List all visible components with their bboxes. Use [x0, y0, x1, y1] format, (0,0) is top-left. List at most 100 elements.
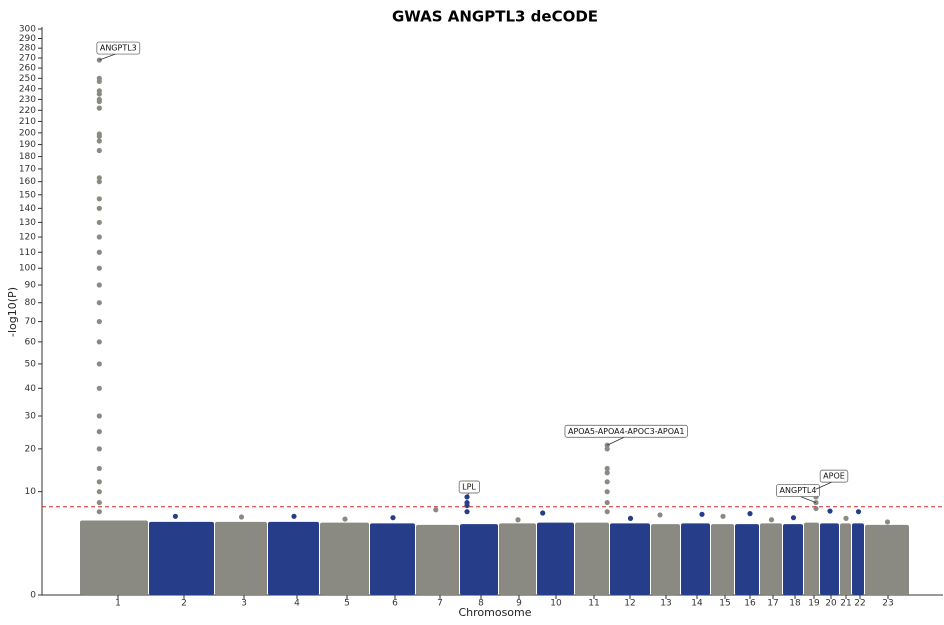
y-tick-label: 80	[25, 298, 37, 308]
bulk-points	[651, 524, 680, 595]
y-tick-label: 40	[25, 384, 37, 394]
y-tick-label: 250	[19, 74, 36, 84]
snp-point	[604, 499, 610, 506]
x-tick-label: 15	[719, 599, 730, 609]
bulk-points	[460, 524, 498, 595]
x-tick-label: 16	[744, 599, 756, 609]
annotation-label: APOA5-APOA4-APOC3-APOA1	[568, 427, 684, 436]
y-tick-label: 50	[25, 359, 37, 369]
bulk-points	[416, 524, 459, 595]
y-tick-label: 300	[19, 25, 36, 35]
x-tick-label: 23	[882, 599, 893, 609]
y-tick-label: 200	[19, 128, 36, 138]
annotation-box	[819, 469, 849, 483]
snp-point	[96, 249, 102, 255]
y-tick-label: 130	[19, 218, 36, 228]
snp-point	[827, 508, 833, 514]
bulk-points	[499, 523, 536, 595]
snp-point	[96, 385, 102, 391]
snp-point	[604, 465, 610, 472]
x-tick-label: 14	[691, 599, 703, 609]
x-tick-label: 13	[660, 599, 671, 609]
snp-point	[747, 511, 753, 517]
annotation-label: ANGPTL3	[100, 44, 137, 53]
annotation: ANGPTL3	[96, 41, 141, 55]
snp-point	[96, 78, 102, 85]
snp-point	[604, 446, 610, 452]
y-axis-label: -log10(P)	[6, 287, 19, 337]
snp-point	[96, 509, 102, 515]
y-tick-label: 270	[19, 54, 36, 64]
x-tick-label: 2	[181, 599, 187, 609]
bulk-points	[681, 523, 710, 595]
y-tick-label: 280	[19, 44, 36, 54]
snp-point	[96, 318, 102, 325]
snp-point	[813, 505, 819, 512]
bulk-points	[610, 523, 650, 595]
y-tick-label: 210	[19, 117, 36, 127]
y-tick-label: 240	[19, 84, 36, 94]
x-tick-label: 6	[392, 599, 398, 609]
snp-point	[291, 513, 297, 519]
bulk-points	[711, 524, 734, 595]
snp-point	[96, 91, 102, 97]
y-tick-label: 100	[19, 264, 36, 274]
bulk-points	[852, 523, 864, 595]
x-tick-label: 17	[767, 599, 778, 609]
x-tick-label: 9	[516, 599, 522, 609]
snp-point	[96, 57, 102, 63]
snp-point	[96, 300, 102, 306]
annotation-label: APOE	[823, 472, 845, 481]
x-tick-label: 3	[241, 599, 247, 609]
snp-point	[790, 515, 797, 521]
snp-point	[627, 515, 634, 521]
x-tick-label: 19	[808, 599, 820, 609]
y-tick-label: 90	[25, 280, 37, 290]
snp-point	[464, 502, 470, 509]
snp-point	[699, 511, 705, 517]
snp-point	[96, 98, 102, 105]
snp-point	[96, 179, 102, 185]
snp-point	[96, 429, 102, 435]
bulk-points	[80, 520, 148, 595]
chart-title: GWAS ANGPTL3 deCODE	[392, 8, 598, 26]
snp-point	[96, 205, 102, 211]
y-tick-label: 0	[30, 591, 36, 601]
y-tick-label: 30	[25, 412, 37, 422]
x-tick-label: 21	[840, 599, 851, 609]
bulk-points	[575, 522, 609, 595]
y-tick-label: 230	[19, 95, 36, 105]
annotation-box	[564, 424, 688, 438]
y-tick-label: 180	[19, 152, 36, 162]
annotation-label: LPL	[462, 482, 476, 491]
snp-point	[96, 282, 102, 288]
snp-point	[96, 413, 102, 419]
x-tick-label: 11	[588, 599, 599, 609]
snp-point	[657, 512, 663, 518]
y-tick-label: 110	[19, 248, 36, 258]
bulk-points	[320, 522, 369, 595]
snp-point	[96, 339, 102, 345]
x-tick-label: 5	[344, 599, 350, 609]
snp-point	[604, 509, 610, 515]
annotation: LPL	[458, 480, 480, 494]
y-tick-label: 220	[19, 106, 36, 116]
y-tick-label: 190	[19, 140, 36, 150]
snp-point	[96, 138, 102, 144]
snp-point	[96, 446, 102, 452]
x-tick-label: 1	[115, 599, 121, 609]
y-tick-label: 290	[19, 34, 36, 44]
y-tick-label: 140	[19, 204, 36, 214]
snp-point	[96, 105, 102, 111]
x-tick-label: 22	[854, 599, 865, 609]
annotation-arrow	[607, 435, 627, 446]
snp-point	[96, 499, 102, 506]
snp-point	[96, 465, 102, 472]
y-tick-label: 120	[19, 233, 36, 243]
annotation: ANGPTL4	[776, 484, 820, 497]
bulk-points	[735, 524, 759, 595]
x-axis-label: Chromosome	[458, 606, 531, 619]
y-tick-label: 170	[19, 164, 36, 174]
bulk-points	[215, 521, 267, 595]
